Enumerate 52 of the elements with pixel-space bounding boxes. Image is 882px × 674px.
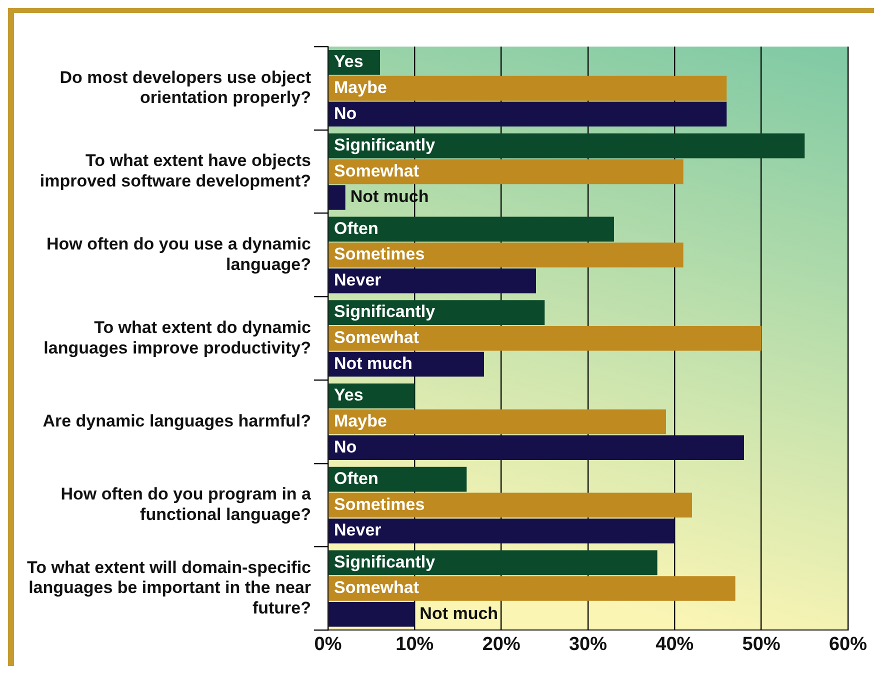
data-label: Somewhat xyxy=(334,161,420,180)
data-label: Often xyxy=(334,218,378,238)
x-tick-label: 60% xyxy=(828,634,868,655)
bar xyxy=(328,216,614,242)
x-tick-label: 50% xyxy=(742,634,780,655)
data-label: No xyxy=(334,437,357,456)
y-tick-label: Do most developers use object orientation properly? xyxy=(60,68,312,108)
x-tick-label: 0% xyxy=(314,634,342,655)
data-label: Not much xyxy=(420,604,498,624)
data-label: Often xyxy=(334,468,378,488)
bar xyxy=(328,518,675,544)
y-tick-label: How often do you use a dynamic language? xyxy=(46,234,312,274)
bar xyxy=(328,435,744,460)
data-label: Sometimes xyxy=(334,244,425,264)
data-label: Maybe xyxy=(334,78,387,97)
y-tick-label: Are dynamic languages harmful? xyxy=(42,411,312,430)
data-label: Never xyxy=(334,270,382,290)
y-tick-label: To what extent will domain-specific languages be important in the near future? xyxy=(26,558,312,618)
bar xyxy=(328,576,736,601)
data-label: Significantly xyxy=(334,302,436,322)
x-tick-label: 30% xyxy=(568,634,608,655)
y-tick-label: How often do you program in a functional language? xyxy=(60,484,312,524)
data-label: Yes xyxy=(334,52,364,72)
data-label: Sometimes xyxy=(334,494,425,514)
bar xyxy=(328,492,692,518)
bar xyxy=(328,602,415,627)
y-tick-label: To what extent do dynamic languages improve productivity? xyxy=(44,318,312,358)
x-tick-label: 20% xyxy=(482,634,520,655)
bar xyxy=(328,326,762,351)
data-label: Significantly xyxy=(334,136,436,154)
bar xyxy=(328,384,415,408)
bar xyxy=(328,550,658,576)
x-tick-label: 10% xyxy=(396,634,434,655)
bar xyxy=(328,159,684,184)
data-label: Maybe xyxy=(334,411,387,430)
data-label: Somewhat xyxy=(334,328,420,348)
bar xyxy=(328,76,727,101)
bar xyxy=(328,242,684,268)
data-label: No xyxy=(334,104,357,123)
bar xyxy=(328,466,467,492)
data-label: Significantly xyxy=(334,552,436,572)
bar xyxy=(328,102,727,127)
bar xyxy=(328,409,666,434)
bar xyxy=(328,185,346,210)
y-tick-label: To what extent have objects improved software development? xyxy=(40,151,312,191)
data-label: Yes xyxy=(334,386,364,405)
bar xyxy=(328,133,805,158)
data-label: Never xyxy=(334,520,382,540)
x-tick-label: 40% xyxy=(656,634,694,655)
bar xyxy=(328,268,536,294)
data-label: Somewhat xyxy=(334,578,420,598)
data-label: Not much xyxy=(334,354,412,373)
